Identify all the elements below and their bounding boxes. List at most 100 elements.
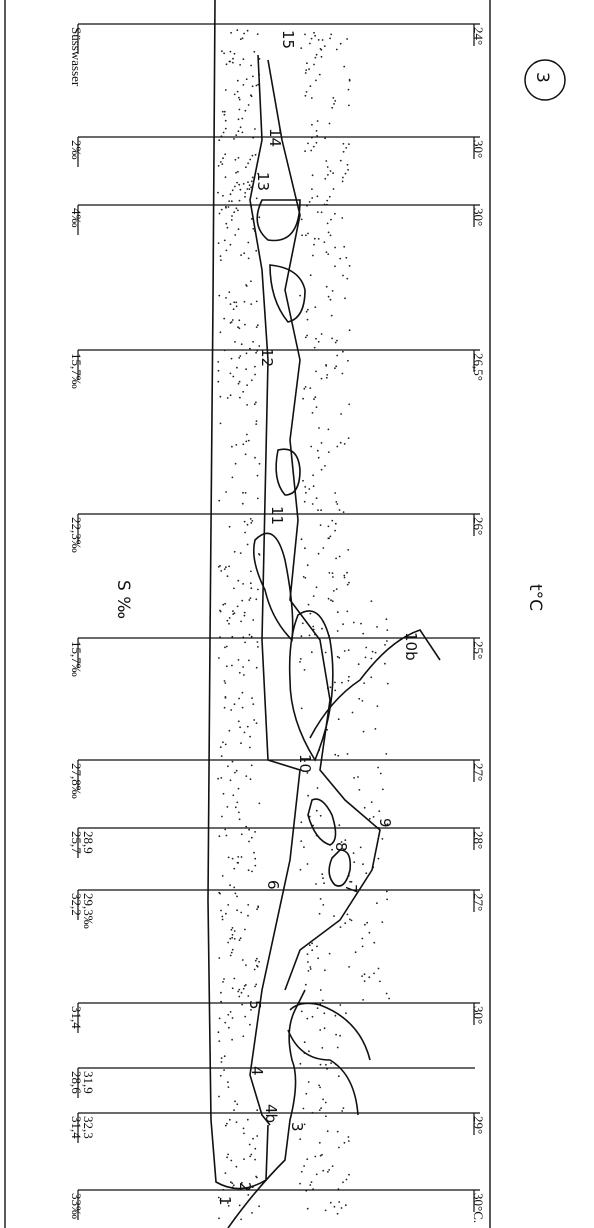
dot [342,150,345,153]
dot [310,445,313,448]
dot [238,811,240,814]
dot [251,85,254,88]
dot [319,814,322,817]
dot [229,1011,232,1013]
dot [247,241,250,244]
dot [255,249,258,252]
dot [244,323,246,326]
dot [300,1170,303,1173]
dot [309,274,312,277]
dot [329,1201,332,1204]
dot [255,401,257,404]
dot [238,96,240,99]
dot [370,600,373,602]
temperature-label: 27° [471,893,486,911]
dot [322,904,325,906]
dot [238,327,241,330]
dot [309,966,312,968]
dot [231,987,234,990]
dot [230,1181,232,1184]
dot [237,118,240,121]
dot [220,1057,223,1059]
dot [334,265,336,268]
dot [217,1031,220,1034]
dot [348,1173,350,1176]
dot [314,56,317,59]
dot [361,700,364,702]
dot [329,535,332,538]
dot [318,1084,320,1087]
salinity-label: Süsswasser [69,27,84,87]
dot [311,188,313,191]
dot [227,1081,229,1083]
dot [325,285,328,288]
dot [315,1173,318,1176]
dot [351,711,354,714]
dot [344,1204,347,1207]
dot [327,295,330,298]
station-label: 1 [216,1196,234,1206]
dot [317,456,320,459]
dot [237,382,240,385]
dot [244,641,247,644]
dot [312,485,315,488]
dot [247,914,249,917]
dot [237,228,240,231]
dot [325,365,328,367]
dot [244,492,247,494]
dot [228,617,231,619]
dot [346,163,349,166]
dot [334,529,336,532]
dot [337,754,340,757]
dot [223,1069,226,1071]
dot [332,97,335,99]
dot [255,326,258,328]
dot [225,912,227,915]
dot [304,72,307,74]
dot [336,630,339,632]
dot [231,476,234,479]
dot [325,160,328,162]
dot [256,474,259,477]
dot [220,755,223,757]
dot [217,777,220,780]
dot [236,1103,239,1106]
dot [247,995,250,997]
dot [386,640,388,642]
dot [315,406,318,408]
dot [317,509,319,511]
dot [257,646,259,648]
dot [218,657,220,659]
dot [236,909,239,912]
dot [246,725,249,728]
dot [233,1109,235,1111]
dot [241,502,244,505]
dot [322,547,325,549]
dot [228,622,230,625]
dot [334,522,337,525]
dot [237,130,240,133]
figure-number: 3 [532,72,552,83]
dot [217,566,220,568]
dot [342,1181,344,1184]
dot [252,340,255,343]
dot [320,333,323,335]
dot [386,898,388,901]
dot [339,926,342,928]
temperature-label: 25° [471,641,486,659]
dot [238,380,241,383]
dot [320,468,323,471]
dot [330,218,332,221]
dot [228,291,231,293]
salinity-label: 25,7 [69,831,84,854]
dot [230,951,233,954]
dot [234,462,237,465]
dot [237,209,239,212]
dot [341,681,343,684]
dot [299,1062,302,1065]
dot [386,823,389,826]
dot [229,50,232,53]
salinity-label: 32,2 [69,893,84,916]
dot [344,172,347,175]
dot [363,973,366,976]
